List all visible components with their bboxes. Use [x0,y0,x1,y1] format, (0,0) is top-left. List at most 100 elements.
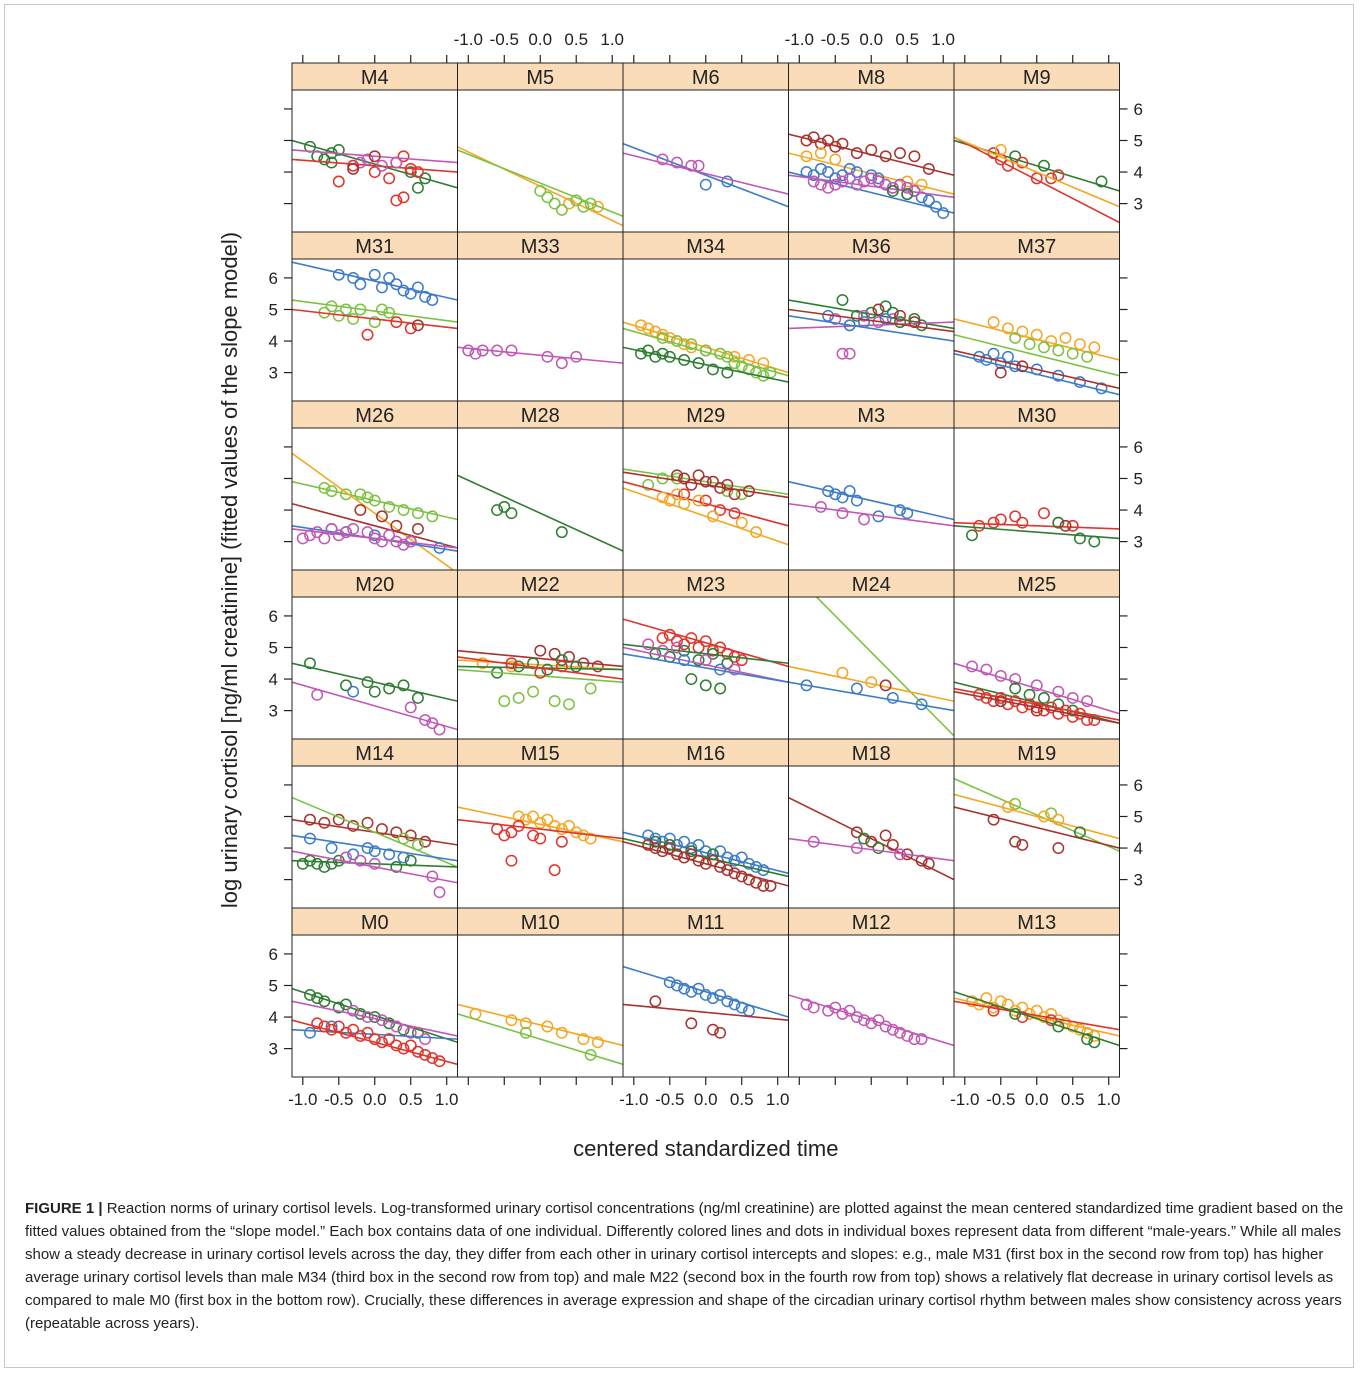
data-point [858,832,871,845]
data-point [843,319,856,332]
data-point [800,134,813,147]
panel-label: M6 [692,67,720,89]
data-point [987,813,1000,826]
data-point [411,166,424,178]
data-point [426,510,439,523]
data-point [872,1014,885,1027]
data-point [901,1030,914,1042]
data-point [541,350,554,363]
data-point [505,507,518,520]
data-point [1009,150,1022,163]
data-point [1009,682,1022,695]
data-point [750,526,763,539]
data-point [865,835,878,848]
data-point [591,660,604,673]
data-point [1030,363,1043,376]
data-point [512,692,525,704]
panel-plot-area [623,829,789,892]
data-point [742,857,755,870]
data-point [527,810,540,823]
data-point [1073,338,1086,351]
caption-label: FIGURE 1 | [25,1200,103,1217]
data-point [663,842,676,854]
regression-line [292,1000,458,1037]
data-point [656,845,669,858]
data-point [397,284,410,297]
data-point [390,1039,403,1052]
panel-m22: M22 [457,569,624,740]
data-point [548,864,561,877]
data-point [340,679,352,692]
data-point [894,178,906,191]
data-point [728,507,741,520]
data-point [649,832,662,845]
data-point [879,178,892,191]
panel-m25: M25 [953,569,1120,740]
data-point [685,985,698,998]
data-point [671,472,683,485]
data-point [1073,376,1086,389]
data-point [642,638,655,651]
data-point [397,832,410,845]
data-point [311,857,324,870]
panel-m18: M18 [788,738,955,909]
y-tick-label: 4 [1134,501,1143,520]
regression-line [623,471,789,499]
data-point [836,666,849,679]
panel-m31: M31 [291,231,458,402]
data-point [555,654,568,667]
regression-line [457,474,623,552]
x-tick-label: 0.0 [694,1090,718,1109]
data-point [563,820,575,832]
data-point [361,328,374,341]
data-point [411,523,424,535]
data-point [656,347,669,360]
panel-m8: M8 [788,62,955,233]
data-point [706,510,719,523]
data-point [663,628,676,641]
data-point [361,1011,374,1023]
regression-line [954,793,1120,840]
regression-line [623,327,789,377]
data-point [908,1033,921,1046]
data-point [922,857,935,870]
regression-line [954,349,1120,390]
data-point [865,306,878,319]
data-point [728,663,741,676]
panel-m5: M5 [457,62,624,233]
panel-plot-area [457,806,623,877]
panel-label: M16 [686,743,725,765]
data-point [383,682,396,695]
regression-line [788,321,954,330]
regression-line [623,831,789,875]
data-point [462,344,475,357]
data-point [340,851,352,864]
data-point [325,300,338,313]
data-point [383,529,396,542]
data-point [404,701,417,714]
data-point [505,657,518,670]
x-tick-label: -1.0 [454,30,483,49]
data-point [714,989,727,1001]
data-point [994,144,1007,156]
data-point [649,995,662,1008]
regression-line [954,136,1120,224]
data-point [663,494,676,507]
regression-line [623,653,789,683]
data-point [858,513,871,526]
data-point [656,632,669,644]
data-point [836,491,849,504]
data-point [728,350,741,363]
y-tick-label: 6 [1134,100,1143,119]
data-point [340,998,352,1011]
data-point [347,848,360,861]
panel-m13: M13 [953,907,1120,1078]
data-point [534,185,547,197]
data-point [325,485,338,498]
panel-box [788,258,955,402]
data-point [649,325,662,338]
panel-strip [953,62,1120,91]
data-point [987,316,1000,329]
panel-label: M23 [686,574,725,596]
data-point [433,886,446,899]
